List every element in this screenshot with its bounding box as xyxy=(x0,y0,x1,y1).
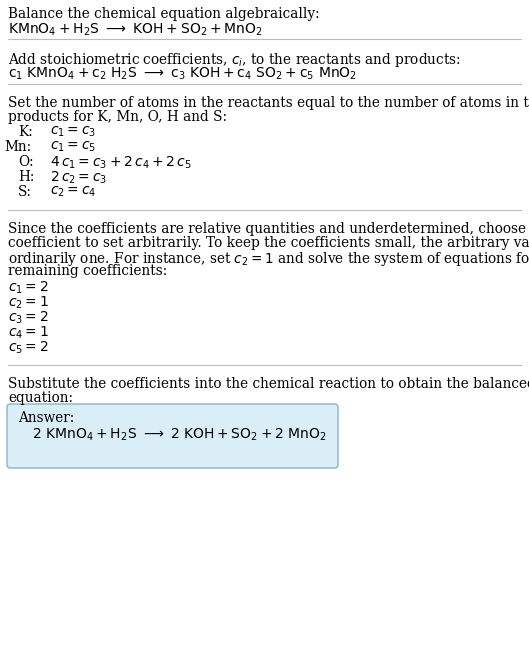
Text: Mn:: Mn: xyxy=(4,140,31,154)
Text: $\mathrm{KMnO_4 + H_2S \ \longrightarrow \ KOH + SO_2 + MnO_2}$: $\mathrm{KMnO_4 + H_2S \ \longrightarrow… xyxy=(8,22,263,39)
FancyBboxPatch shape xyxy=(7,404,338,468)
Text: remaining coefficients:: remaining coefficients: xyxy=(8,264,167,278)
Text: coefficient to set arbitrarily. To keep the coefficients small, the arbitrary va: coefficient to set arbitrarily. To keep … xyxy=(8,236,529,250)
Text: $4\,c_1 = c_3 + 2\,c_4 + 2\,c_5$: $4\,c_1 = c_3 + 2\,c_4 + 2\,c_5$ xyxy=(50,155,192,171)
Text: K:: K: xyxy=(18,125,33,139)
Text: Answer:: Answer: xyxy=(18,411,74,425)
Text: $c_1 = c_5$: $c_1 = c_5$ xyxy=(50,140,96,154)
Text: $c_4 = 1$: $c_4 = 1$ xyxy=(8,325,49,342)
Text: H:: H: xyxy=(18,170,34,184)
Text: $c_2 = 1$: $c_2 = 1$ xyxy=(8,295,49,311)
Text: $c_2 = c_4$: $c_2 = c_4$ xyxy=(50,185,96,199)
Text: $c_1 = c_3$: $c_1 = c_3$ xyxy=(50,125,96,139)
Text: $c_5 = 2$: $c_5 = 2$ xyxy=(8,340,49,356)
Text: $2\,c_2 = c_3$: $2\,c_2 = c_3$ xyxy=(50,170,107,186)
Text: $c_1 = 2$: $c_1 = 2$ xyxy=(8,280,49,296)
Text: ordinarily one. For instance, set $c_2 = 1$ and solve the system of equations fo: ordinarily one. For instance, set $c_2 =… xyxy=(8,250,529,268)
Text: $c_3 = 2$: $c_3 = 2$ xyxy=(8,310,49,326)
Text: equation:: equation: xyxy=(8,391,73,405)
Text: Balance the chemical equation algebraically:: Balance the chemical equation algebraica… xyxy=(8,7,320,21)
Text: S:: S: xyxy=(18,185,32,199)
Text: Since the coefficients are relative quantities and underdetermined, choose a: Since the coefficients are relative quan… xyxy=(8,222,529,236)
Text: $\mathrm{c_1\ KMnO_4 + c_2\ H_2S \ \longrightarrow \ c_3\ KOH + c_4\ SO_2 + c_5\: $\mathrm{c_1\ KMnO_4 + c_2\ H_2S \ \long… xyxy=(8,66,357,83)
Text: $\mathrm{2\ KMnO_4 + H_2S \ \longrightarrow \ 2\ KOH + SO_2 + 2\ MnO_2}$: $\mathrm{2\ KMnO_4 + H_2S \ \longrightar… xyxy=(32,427,327,444)
Text: products for K, Mn, O, H and S:: products for K, Mn, O, H and S: xyxy=(8,110,227,124)
Text: O:: O: xyxy=(18,155,34,169)
Text: Set the number of atoms in the reactants equal to the number of atoms in the: Set the number of atoms in the reactants… xyxy=(8,96,529,110)
Text: Add stoichiometric coefficients, $c_i$, to the reactants and products:: Add stoichiometric coefficients, $c_i$, … xyxy=(8,51,461,69)
Text: Substitute the coefficients into the chemical reaction to obtain the balanced: Substitute the coefficients into the che… xyxy=(8,377,529,391)
